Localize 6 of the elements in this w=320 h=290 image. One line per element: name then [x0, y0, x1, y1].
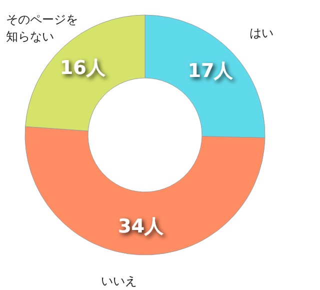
slice-label: いいえ [101, 274, 138, 288]
slice-label: そのページを知らない [6, 12, 78, 44]
data-label: 17人 [188, 60, 234, 82]
data-label: 34人 [118, 215, 164, 238]
data-label: 16人 [60, 57, 106, 80]
slice-label: はい [249, 26, 274, 40]
